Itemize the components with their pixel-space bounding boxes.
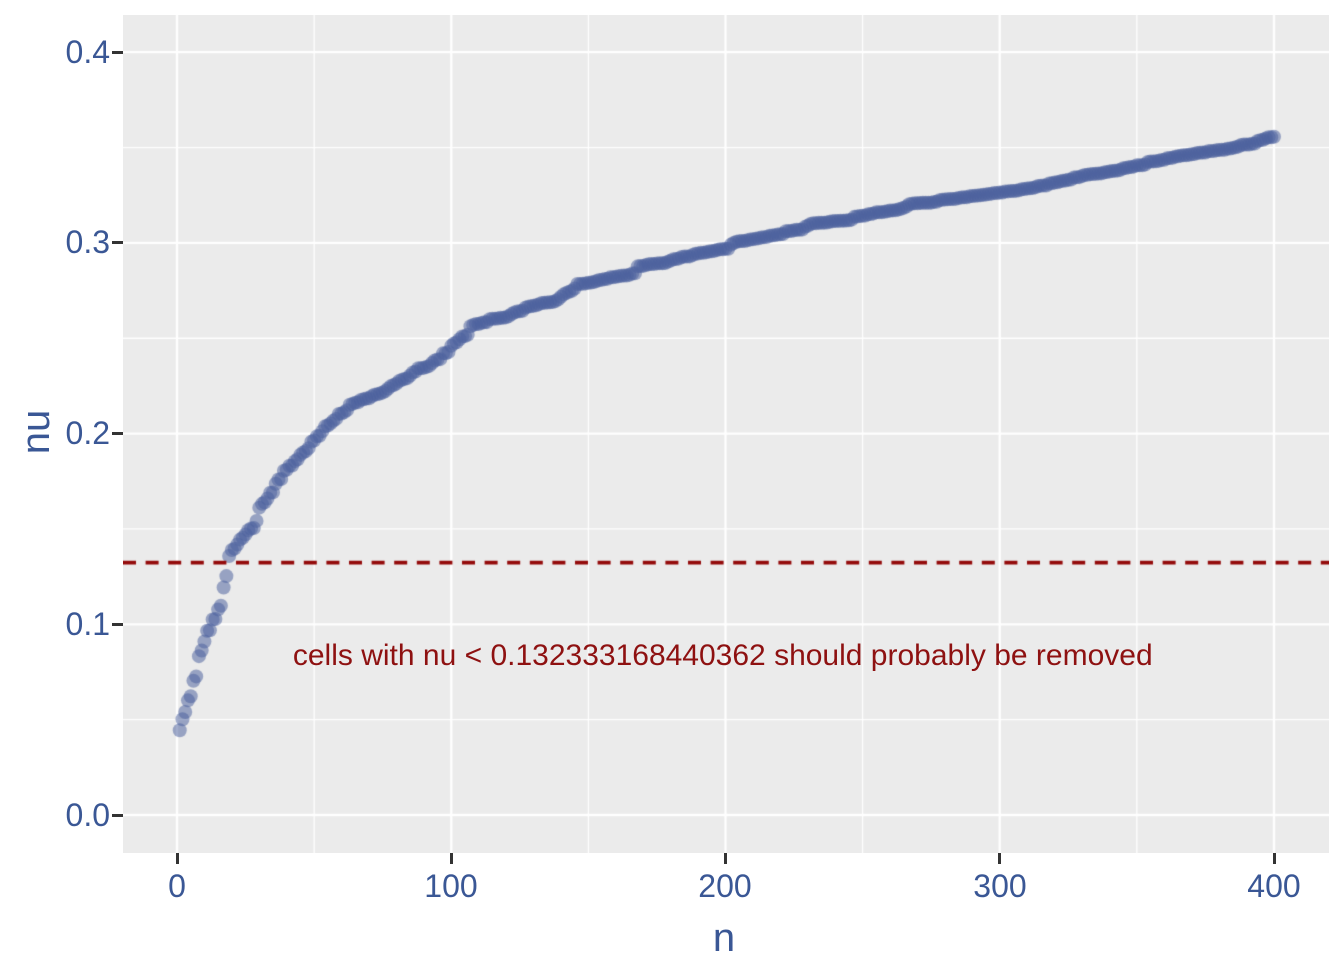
x-tick-label-100: 100 <box>424 868 478 904</box>
x-tick-mark-200 <box>724 853 727 864</box>
y-tick-label-0.4: 0.4 <box>65 34 110 70</box>
threshold-annotation: cells with nu < 0.132333168440362 should… <box>292 638 1153 672</box>
y-tick-label-0.1: 0.1 <box>65 606 110 642</box>
x-tick-label-0: 0 <box>168 868 186 904</box>
x-tick-label-400: 400 <box>1247 868 1301 904</box>
x-axis-title: n <box>712 916 736 960</box>
y-tick-mark-0.0 <box>112 813 123 817</box>
y-axis-title: nu <box>14 409 58 455</box>
y-tick-label-0.3: 0.3 <box>65 224 110 260</box>
y-tick-label-0.2: 0.2 <box>65 415 110 451</box>
x-tick-label-200: 200 <box>698 868 752 904</box>
x-tick-mark-100 <box>449 853 453 864</box>
x-tick-label-300: 300 <box>973 868 1027 904</box>
y-tick-label-0.0: 0.0 <box>65 797 110 833</box>
y-tick-mark-0.2 <box>112 432 123 436</box>
y-tick-mark-0.1 <box>112 622 123 626</box>
x-tick-mark-300 <box>998 853 1002 864</box>
x-tick-mark-400 <box>1272 853 1276 864</box>
plot-panel-canvas <box>123 15 1329 853</box>
y-tick-mark-0.4 <box>112 50 123 54</box>
x-tick-mark-0 <box>175 853 179 864</box>
y-tick-mark-0.3 <box>112 241 123 245</box>
